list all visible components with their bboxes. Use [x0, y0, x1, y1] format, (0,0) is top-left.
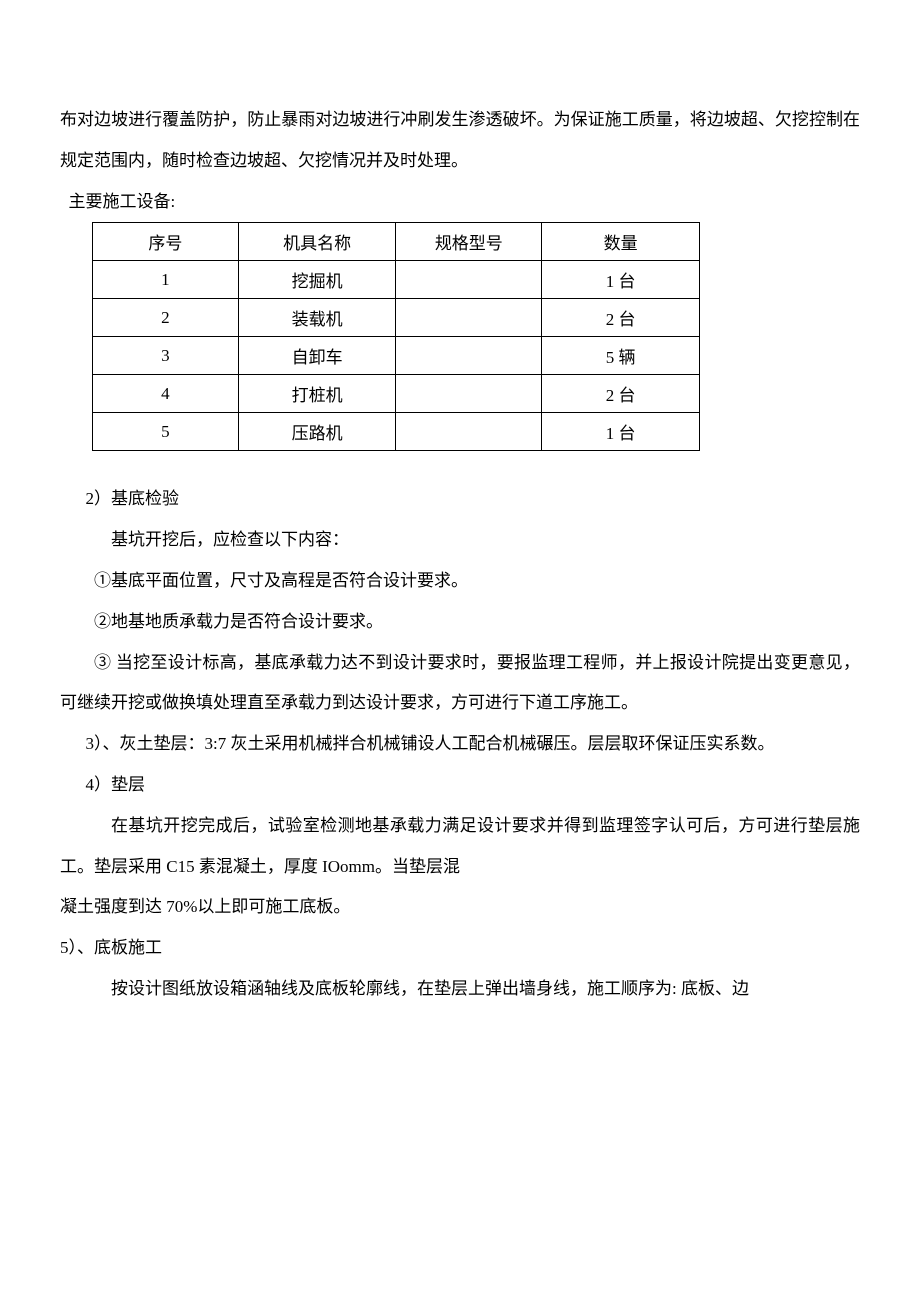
cell: 自卸车 [238, 337, 396, 375]
col-header: 数量 [542, 223, 700, 261]
cell: 1 台 [542, 261, 700, 299]
section-2-title: 2）基底检验 [60, 479, 860, 520]
section-2-item-1: ①基底平面位置，尺寸及高程是否符合设计要求。 [60, 561, 860, 602]
section-2-line: 基坑开挖后，应检查以下内容： [60, 520, 860, 561]
cell: 5 [93, 413, 239, 451]
cell [396, 413, 542, 451]
cell: 2 台 [542, 299, 700, 337]
section-2-item-3: ③ 当挖至设计标高，基底承载力达不到设计要求时，要报监理工程师，并上报设计院提出… [60, 643, 860, 725]
section-2-item-2: ②地基地质承载力是否符合设计要求。 [60, 602, 860, 643]
equipment-table: 序号 机具名称 规格型号 数量 1 挖掘机 1 台 2 装载机 2 台 3 自卸… [92, 222, 700, 451]
section-5-title: 5）、底板施工 [60, 928, 860, 969]
section-5-body: 按设计图纸放设箱涵轴线及底板轮廓线，在垫层上弹出墙身线，施工顺序为: 底板、边 [60, 969, 860, 1010]
cell: 压路机 [238, 413, 396, 451]
cell: 2 [93, 299, 239, 337]
table-row: 4 打桩机 2 台 [93, 375, 700, 413]
table-header-row: 序号 机具名称 规格型号 数量 [93, 223, 700, 261]
section-3: 3）、灰土垫层：3:7 灰土采用机械拌合机械铺设人工配合机械碾压。层层取环保证压… [60, 724, 860, 765]
table-row: 2 装载机 2 台 [93, 299, 700, 337]
cell: 1 [93, 261, 239, 299]
col-header: 规格型号 [396, 223, 542, 261]
table-row: 5 压路机 1 台 [93, 413, 700, 451]
col-header: 机具名称 [238, 223, 396, 261]
cell [396, 299, 542, 337]
col-header: 序号 [93, 223, 239, 261]
cell [396, 261, 542, 299]
cell: 3 [93, 337, 239, 375]
cell: 装载机 [238, 299, 396, 337]
cell: 1 台 [542, 413, 700, 451]
section-4-title: 4）垫层 [60, 765, 860, 806]
table-row: 1 挖掘机 1 台 [93, 261, 700, 299]
cell [396, 337, 542, 375]
cell [396, 375, 542, 413]
cell: 打桩机 [238, 375, 396, 413]
table-row: 3 自卸车 5 辆 [93, 337, 700, 375]
cell: 5 辆 [542, 337, 700, 375]
section-4-body-2: 凝土强度到达 70%以上即可施工底板。 [60, 887, 860, 928]
intro-paragraph: 布对边坡进行覆盖防护，防止暴雨对边坡进行冲刷发生渗透破坏。为保证施工质量，将边坡… [60, 100, 860, 182]
cell: 2 台 [542, 375, 700, 413]
document-page: 布对边坡进行覆盖防护，防止暴雨对边坡进行冲刷发生渗透破坏。为保证施工质量，将边坡… [0, 0, 920, 1301]
section-4-body-1: 在基坑开挖完成后，试验室检测地基承载力满足设计要求并得到监理签字认可后，方可进行… [60, 806, 860, 888]
cell: 挖掘机 [238, 261, 396, 299]
table-caption: 主要施工设备: [60, 182, 860, 223]
cell: 4 [93, 375, 239, 413]
